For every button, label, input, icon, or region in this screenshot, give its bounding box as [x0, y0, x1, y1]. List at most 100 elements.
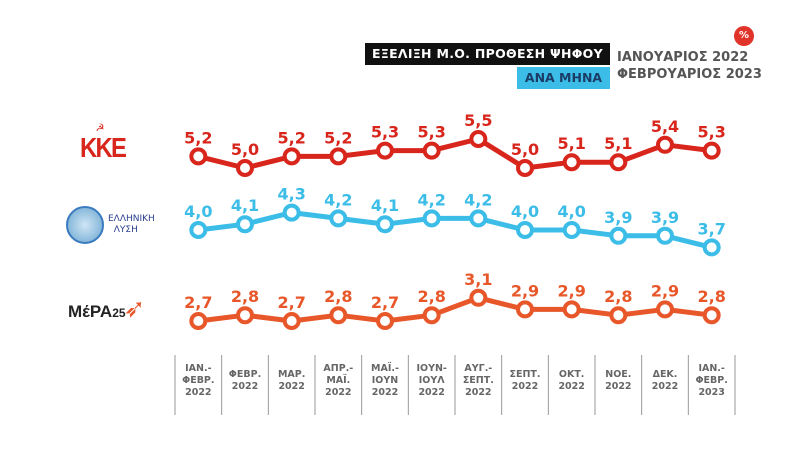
data-point — [516, 300, 534, 319]
x-tick-label: 2022 — [652, 381, 678, 392]
x-tick-label: ΑΠΡ.- — [323, 363, 353, 374]
x-tick-label: ΙΑΝ.- — [185, 363, 211, 374]
data-label: 5,1 — [557, 134, 585, 153]
x-tick-label: ΣΕΠΤ. — [509, 369, 540, 380]
kke-logo: ☭ ΚΚΕ — [80, 123, 127, 163]
x-tick-label: 2022 — [278, 381, 304, 392]
data-label: 2,8 — [697, 287, 725, 306]
data-label: 4,3 — [277, 185, 305, 204]
data-label: 2,9 — [557, 281, 585, 300]
data-point — [469, 130, 488, 148]
data-point — [656, 135, 674, 154]
data-label: 2,8 — [324, 287, 352, 306]
data-point — [329, 209, 348, 228]
x-tick-label: 2022 — [325, 387, 351, 398]
mera25-logo: ΜέΡΑ25 ➶ — [68, 294, 146, 324]
data-point — [469, 209, 488, 228]
data-label: 5,3 — [697, 123, 725, 142]
data-label: 3,7 — [697, 219, 725, 238]
data-label: 2,9 — [511, 281, 539, 300]
data-label: 5,4 — [651, 117, 679, 136]
data-point — [702, 306, 721, 325]
x-tick-label: ΙΟΥΝ- — [416, 363, 446, 374]
data-label: 2,9 — [651, 281, 679, 300]
data-point — [702, 238, 721, 257]
data-point — [609, 226, 628, 245]
data-point — [609, 153, 628, 172]
x-tick-label: ΦΕΒΡ. — [229, 369, 261, 380]
data-point — [516, 221, 534, 239]
data-label: 2,8 — [231, 287, 259, 306]
x-tick-label: 2022 — [465, 387, 491, 398]
x-tick-label: ΣΕΠΤ. — [463, 375, 494, 386]
series-line — [198, 210, 713, 250]
period: ΙΑΝΟΥΑΡΙΟΣ 2022 ΦΕΒΡΟΥΑΡΙΟΣ 2023 — [617, 49, 762, 83]
data-label: 5,5 — [464, 111, 492, 130]
data-label: 2,8 — [417, 287, 445, 306]
data-point — [702, 141, 721, 160]
data-label: 5,1 — [604, 134, 632, 153]
period-start: ΙΑΝΟΥΑΡΙΟΣ 2022 — [617, 50, 749, 65]
data-point — [282, 147, 301, 166]
elliniki-lysi-logo: ΕΛΛΗΝΙΚΗ ΛΥΣΗ — [66, 206, 155, 244]
data-point — [282, 203, 301, 222]
data-label: 5,3 — [371, 123, 399, 142]
x-tick-label: ΜΑΪ. — [326, 375, 350, 386]
data-point — [516, 159, 534, 177]
data-label: 5,2 — [277, 128, 305, 147]
x-tick-label: ΟΚΤ. — [559, 369, 585, 380]
data-point — [189, 147, 208, 166]
data-point — [376, 215, 394, 234]
data-label: 2,7 — [277, 293, 305, 312]
data-label: 4,2 — [464, 190, 492, 209]
data-label: 4,0 — [511, 202, 539, 221]
data-point — [282, 312, 301, 330]
x-tick-label: 2022 — [558, 381, 584, 392]
data-label: 4,2 — [417, 190, 445, 209]
data-point — [189, 312, 208, 330]
period-end: ΦΕΒΡΟΥΑΡΙΟΣ 2023 — [617, 67, 762, 82]
data-point — [189, 221, 208, 239]
data-label: 3,9 — [604, 208, 632, 227]
x-tick-label: ΙΟΥΛ — [419, 375, 445, 386]
data-point — [236, 159, 254, 177]
x-tick-label: ΜΑΪ.- — [371, 363, 399, 374]
x-tick-label: ΑΥΓ.- — [464, 363, 492, 374]
data-label: 4,1 — [371, 196, 399, 215]
x-tick-label: 2023 — [698, 387, 724, 398]
data-label: 2,7 — [371, 293, 399, 312]
data-point — [656, 226, 674, 245]
x-tick-label: 2022 — [512, 381, 538, 392]
data-point — [469, 288, 488, 307]
data-point — [562, 153, 581, 172]
data-label: 2,7 — [184, 293, 212, 312]
data-label: 4,1 — [231, 196, 259, 215]
x-tick-label: ΦΕΒΡ. — [182, 375, 214, 386]
x-tick-label: ΙΟΥΝ — [372, 375, 398, 386]
data-label: 4,0 — [557, 202, 585, 221]
data-point — [329, 147, 348, 166]
x-tick-label: ΔΕΚ. — [653, 369, 678, 380]
data-point — [609, 306, 628, 325]
series-line — [198, 295, 712, 324]
x-tick-label: 2022 — [372, 387, 398, 398]
data-point — [376, 141, 394, 160]
data-label: 3,1 — [464, 270, 492, 289]
chart-title: ΕΞΕΛΙΞΗ Μ.Ο. ΠΡΟΘΕΣΗ ΨΗΦΟΥ — [365, 43, 610, 65]
data-point — [562, 221, 581, 239]
x-tick-label: ΜΑΡ. — [278, 369, 305, 380]
data-point — [329, 306, 348, 325]
x-tick-label: 2022 — [418, 387, 444, 398]
percent-badge: % — [734, 26, 754, 46]
data-point — [422, 209, 441, 228]
data-label: 5,0 — [231, 140, 259, 159]
x-tick-label: ΦΕΒΡ. — [695, 375, 727, 386]
data-label: 3,9 — [651, 208, 679, 227]
x-tick-label: 2022 — [185, 387, 211, 398]
data-label: 5,2 — [324, 128, 352, 147]
data-label: 4,2 — [324, 190, 352, 209]
x-tick-label: 2022 — [232, 381, 258, 392]
data-point — [656, 300, 674, 319]
